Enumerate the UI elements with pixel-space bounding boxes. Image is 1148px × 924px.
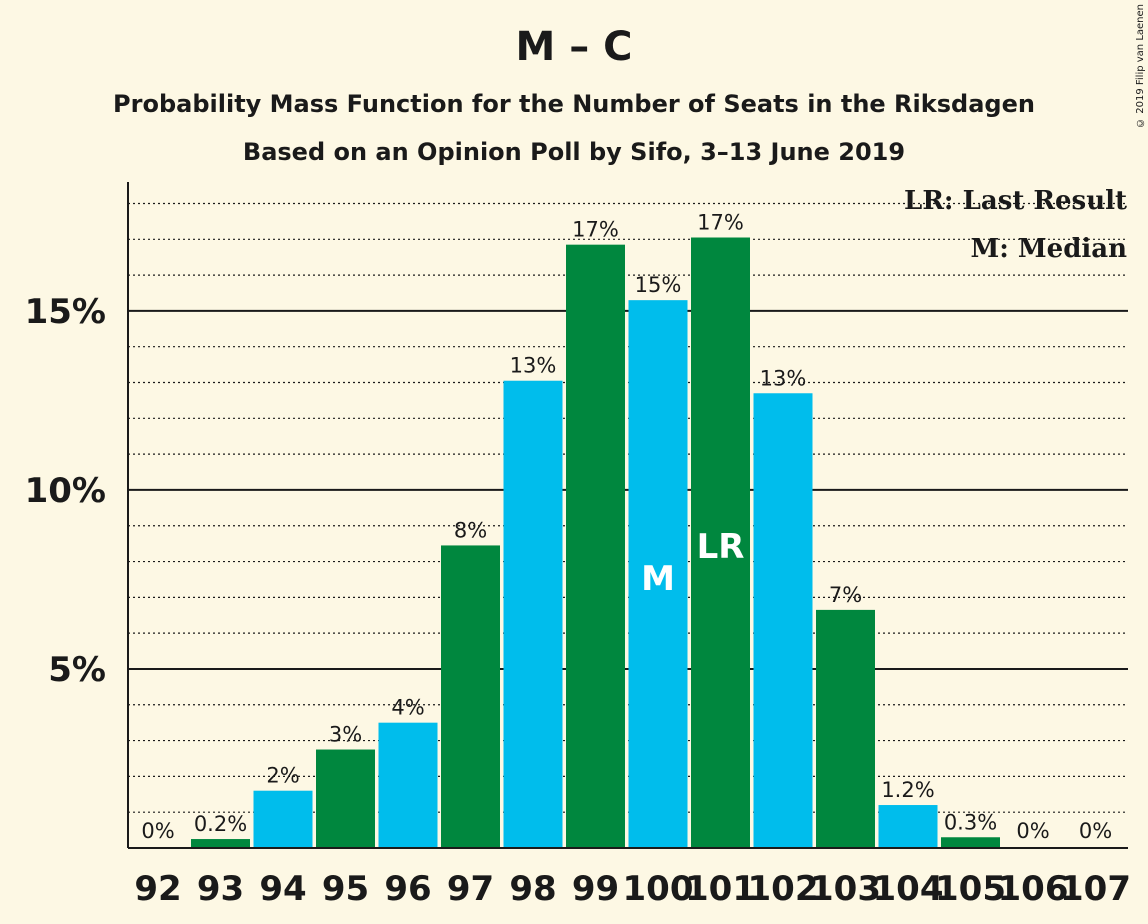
data-label: 4% bbox=[391, 696, 424, 720]
data-label: 0% bbox=[141, 819, 174, 843]
bar bbox=[441, 545, 500, 848]
x-tick-label: 101 bbox=[685, 869, 756, 909]
y-tick-label: 10% bbox=[25, 471, 106, 511]
x-tick-label: 95 bbox=[322, 869, 369, 909]
bar bbox=[566, 244, 625, 849]
bar bbox=[753, 393, 813, 848]
bar bbox=[816, 609, 875, 848]
data-label: 0% bbox=[1016, 819, 1049, 843]
bar bbox=[503, 380, 563, 848]
data-label: 0% bbox=[1079, 819, 1112, 843]
x-tick-label: 92 bbox=[134, 869, 181, 909]
x-tick-label: 96 bbox=[384, 869, 431, 909]
data-label: 0.3% bbox=[944, 810, 997, 834]
legend-entry: M: Median bbox=[970, 234, 1127, 264]
data-label: 7% bbox=[829, 583, 862, 607]
x-tick-label: 103 bbox=[810, 869, 881, 909]
chart-subtitle-poll: Based on an Opinion Poll by Sifo, 3–13 J… bbox=[242, 138, 906, 166]
bar bbox=[628, 300, 688, 849]
x-tick-label: 105 bbox=[935, 869, 1006, 909]
x-tick-label: 93 bbox=[197, 869, 244, 909]
data-label: 1.2% bbox=[881, 778, 934, 802]
data-label: 13% bbox=[760, 366, 807, 390]
y-tick-label: 15% bbox=[25, 292, 106, 332]
chart-title: M – C bbox=[515, 24, 633, 70]
bar bbox=[316, 749, 375, 848]
bar bbox=[878, 805, 938, 848]
x-tick-label: 106 bbox=[998, 869, 1069, 909]
last-result-marker: LR bbox=[697, 527, 745, 567]
data-label: 17% bbox=[697, 211, 744, 235]
x-tick-label: 102 bbox=[748, 869, 819, 909]
data-label: 13% bbox=[510, 354, 557, 378]
legend-entry: LR: Last Result bbox=[904, 186, 1127, 216]
bar bbox=[253, 790, 313, 848]
x-tick-label: 99 bbox=[572, 869, 619, 909]
x-tick-label: 94 bbox=[259, 869, 306, 909]
data-label: 8% bbox=[454, 518, 487, 542]
x-tick-label: 107 bbox=[1060, 869, 1131, 909]
bar bbox=[691, 237, 750, 848]
bar bbox=[941, 837, 1000, 848]
data-label: 0.2% bbox=[194, 812, 247, 836]
data-label: 15% bbox=[635, 273, 682, 297]
data-label: 2% bbox=[266, 764, 299, 788]
data-label: 3% bbox=[329, 723, 362, 747]
data-label: 17% bbox=[572, 218, 619, 242]
x-tick-label: 97 bbox=[447, 869, 494, 909]
x-tick-label: 98 bbox=[509, 869, 556, 909]
bar bbox=[378, 722, 438, 848]
x-tick-label: 100 bbox=[623, 869, 694, 909]
median-marker: M bbox=[641, 559, 675, 599]
bar bbox=[191, 839, 250, 848]
x-tick-label: 104 bbox=[873, 869, 944, 909]
chart-subtitle: Probability Mass Function for the Number… bbox=[113, 90, 1035, 118]
y-tick-label: 5% bbox=[48, 650, 106, 690]
